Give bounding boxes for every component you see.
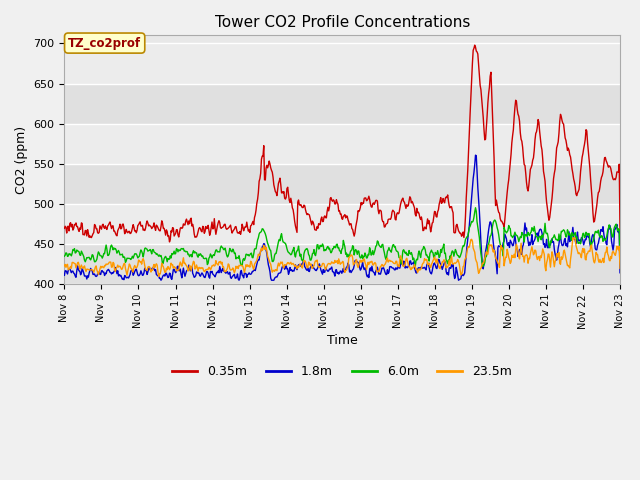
Text: TZ_co2prof: TZ_co2prof bbox=[68, 36, 141, 49]
0.35m bbox=[166, 239, 173, 245]
Line: 6.0m: 6.0m bbox=[65, 208, 620, 267]
Y-axis label: CO2 (ppm): CO2 (ppm) bbox=[15, 126, 28, 194]
0.35m bbox=[185, 218, 193, 224]
6.0m bbox=[427, 249, 435, 254]
1.8m bbox=[427, 270, 435, 276]
23.5m bbox=[571, 235, 579, 240]
0.35m bbox=[427, 229, 435, 235]
6.0m bbox=[214, 249, 221, 255]
Bar bbox=[65, 43, 620, 84]
Legend: 0.35m, 1.8m, 6.0m, 23.5m: 0.35m, 1.8m, 6.0m, 23.5m bbox=[167, 360, 517, 383]
0.35m bbox=[411, 205, 419, 211]
Bar bbox=[65, 84, 620, 124]
1.8m bbox=[185, 262, 193, 268]
0.35m bbox=[128, 228, 136, 234]
23.5m bbox=[61, 263, 68, 269]
6.0m bbox=[61, 253, 68, 259]
Title: Tower CO2 Profile Concentrations: Tower CO2 Profile Concentrations bbox=[214, 15, 470, 30]
6.0m bbox=[128, 255, 136, 261]
23.5m bbox=[214, 262, 222, 268]
6.0m bbox=[70, 246, 78, 252]
23.5m bbox=[427, 264, 435, 270]
6.0m bbox=[412, 264, 419, 270]
Bar bbox=[65, 244, 620, 284]
1.8m bbox=[157, 277, 165, 283]
X-axis label: Time: Time bbox=[327, 334, 358, 347]
Bar bbox=[65, 204, 620, 244]
Bar bbox=[65, 164, 620, 204]
23.5m bbox=[185, 267, 193, 273]
0.35m bbox=[70, 222, 78, 228]
1.8m bbox=[214, 268, 222, 274]
0.35m bbox=[471, 42, 479, 48]
Line: 0.35m: 0.35m bbox=[65, 45, 620, 242]
Line: 23.5m: 23.5m bbox=[65, 238, 620, 276]
Bar bbox=[65, 124, 620, 164]
0.35m bbox=[214, 220, 222, 226]
Line: 1.8m: 1.8m bbox=[65, 155, 620, 280]
1.8m bbox=[616, 270, 624, 276]
23.5m bbox=[155, 274, 163, 279]
23.5m bbox=[70, 261, 78, 266]
23.5m bbox=[616, 265, 624, 271]
1.8m bbox=[61, 273, 68, 278]
0.35m bbox=[61, 226, 68, 231]
1.8m bbox=[411, 264, 419, 270]
6.0m bbox=[184, 252, 192, 257]
6.0m bbox=[410, 255, 417, 261]
23.5m bbox=[411, 262, 419, 267]
0.35m bbox=[616, 227, 624, 233]
1.8m bbox=[472, 152, 479, 158]
6.0m bbox=[616, 256, 624, 262]
23.5m bbox=[128, 265, 136, 271]
6.0m bbox=[472, 205, 479, 211]
1.8m bbox=[70, 271, 78, 276]
1.8m bbox=[128, 267, 136, 273]
